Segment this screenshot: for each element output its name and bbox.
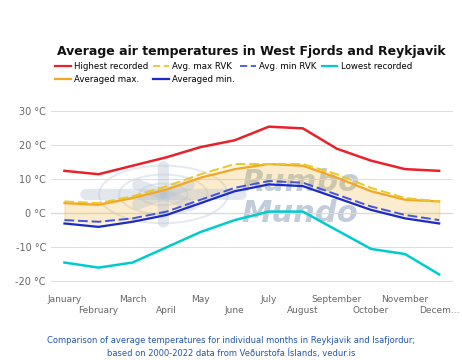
Text: Rumbo
Mundo: Rumbo Mundo <box>241 168 359 228</box>
Text: April: April <box>156 306 177 315</box>
Text: May: May <box>191 295 210 304</box>
Text: September: September <box>312 295 362 304</box>
Text: October: October <box>353 306 389 315</box>
Text: June: June <box>225 306 245 315</box>
Text: November: November <box>382 295 429 304</box>
Text: January: January <box>47 295 82 304</box>
Text: February: February <box>79 306 119 315</box>
Legend: Highest recorded, Averaged max., Avg. max RVK, Averaged min., Avg. min RVK, Lowe: Highest recorded, Averaged max., Avg. ma… <box>55 62 412 84</box>
Text: Comparison of average temperatures for individual months in Reykjavik and Isafjo: Comparison of average temperatures for i… <box>47 336 415 358</box>
Text: Decem...: Decem... <box>419 306 459 315</box>
Text: July: July <box>261 295 277 304</box>
Text: August: August <box>287 306 319 315</box>
Text: March: March <box>119 295 146 304</box>
Title: Average air temperatures in West Fjords and Reykjavik: Average air temperatures in West Fjords … <box>57 45 446 58</box>
